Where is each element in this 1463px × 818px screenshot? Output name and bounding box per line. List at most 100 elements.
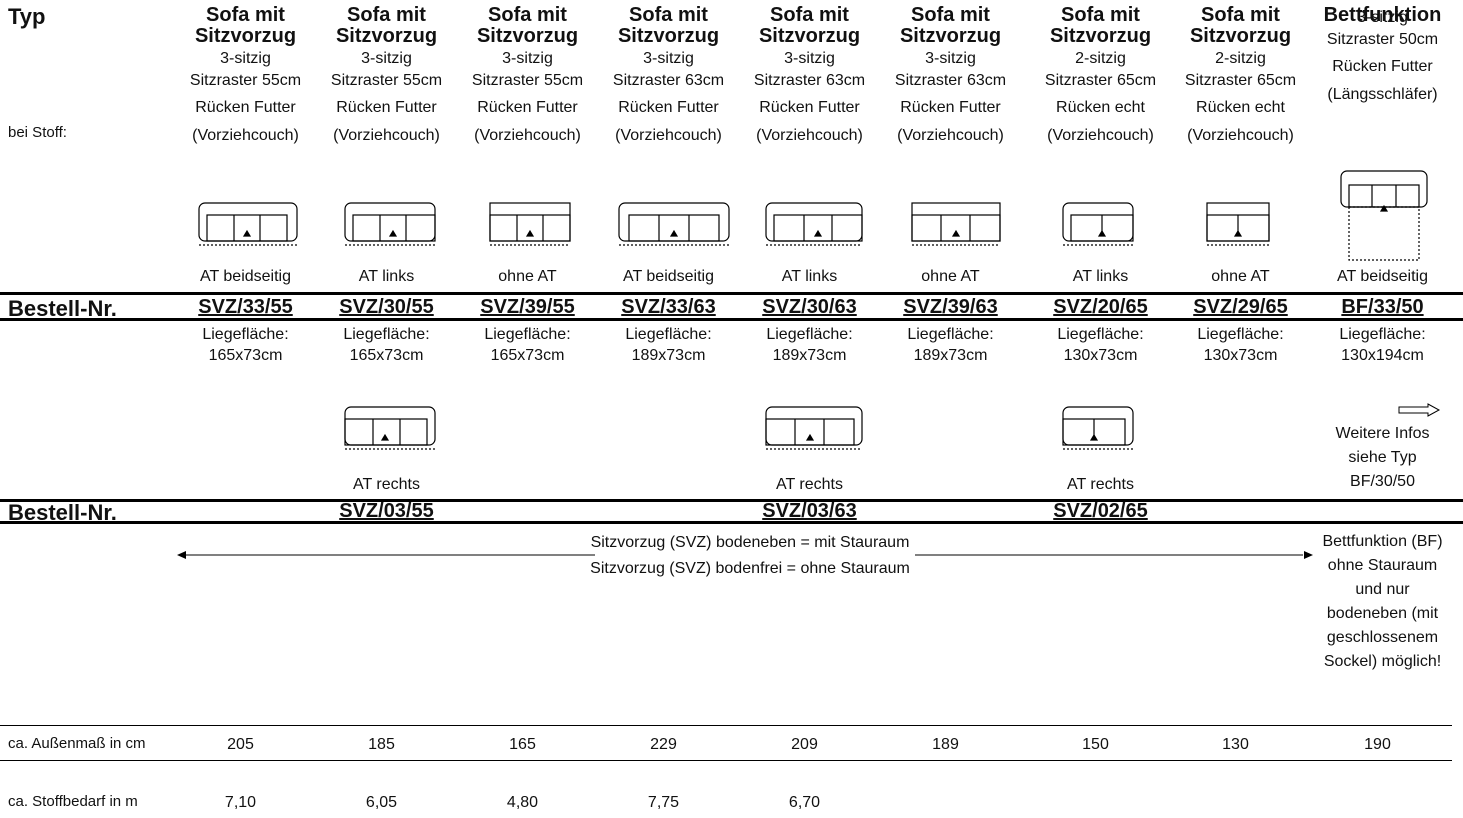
couch-type: (Längsschläfer) (1327, 85, 1438, 103)
type-title-line2: Sitzvorzug (476, 25, 579, 47)
seat-count: 3-sitzig (925, 50, 976, 67)
seat-grid: Sitzraster 55cm (471, 71, 584, 89)
order-number: SVZ/39/55 (480, 296, 575, 318)
back-type: Rücken Futter (618, 99, 719, 117)
armrest-label: ohne AT (498, 268, 557, 285)
svz-note-line2: Sitzvorzug (SVZ) bodenfrei = ohne Staura… (590, 560, 910, 577)
seat-count: 3-sitzig (220, 50, 271, 67)
sofa-diagrams-row2 (344, 406, 1134, 450)
type-title-line2: Sitzvorzug (335, 25, 438, 47)
armrest-label: AT links (358, 268, 415, 285)
seat-grid: Sitzraster 50cm (1326, 30, 1439, 48)
armrest-label-2: AT rechts (776, 476, 843, 493)
sofa-at-links-icon (1062, 202, 1134, 246)
type-details: 3-sitzig Sitzraster 50cm Rücken Futter (Län… (1312, 7, 1453, 105)
outer-dimension: 130 (1222, 736, 1249, 753)
couch-type: (Vorziehcouch) (756, 126, 863, 144)
seat-grid: Sitzraster 55cm (330, 71, 443, 89)
lying-area-size: 165x73cm (208, 347, 283, 364)
back-type: Rücken Futter (195, 99, 296, 117)
type-title-line2: Sitzvorzug (899, 25, 1002, 47)
order-number: SVZ/20/65 (1053, 296, 1148, 318)
armrest-label: AT beidseitig (199, 268, 291, 285)
outer-dimension: 229 (650, 736, 677, 753)
couch-type: (Vorziehcouch) (615, 126, 722, 144)
column-header: Sofa mit Sitzvorzug 3-sitzig Sitzraster 63c… (880, 5, 1021, 146)
sofa-ohne-at-icon (911, 202, 1001, 246)
seat-grid: Sitzraster 63cm (753, 71, 866, 89)
bf-note: Bettfunktion (BF) ohne Stauraum und nur … (1312, 530, 1453, 674)
bestell-nr-label-1: Bestell-Nr. (8, 296, 117, 321)
sofa-at-beidseitig-icon (618, 202, 730, 246)
couch-type: (Vorziehcouch) (474, 126, 581, 144)
type-title-line1: Sofa mit (206, 4, 285, 26)
lying-area-size: 189x73cm (631, 347, 706, 364)
type-details: 3-sitzig Sitzraster 63cm Rücken Futter (Vor… (880, 48, 1021, 146)
column-header: Sofa mit Sitzvorzug 3-sitzig Sitzraster 55c… (457, 5, 598, 146)
order-number-2: SVZ/03/55 (339, 500, 434, 522)
sofa-diagrams-row1 (198, 202, 1270, 246)
outer-dimension: 190 (1364, 736, 1391, 753)
back-type: Rücken Futter (477, 99, 578, 117)
rule-top-1 (0, 292, 1463, 295)
back-type: Rücken Futter (759, 99, 860, 117)
lying-area-label: Liegefläche: (1197, 326, 1284, 343)
lying-area: Liegefläche: 130x73cm (1170, 324, 1311, 366)
order-number: SVZ/29/65 (1193, 296, 1288, 318)
seat-grid: Sitzraster 65cm (1044, 71, 1157, 89)
lying-area: Liegefläche: 189x73cm (598, 324, 739, 366)
bf-note-line1: Bettfunktion (BF) (1322, 533, 1443, 550)
seat-count: 3-sitzig (361, 50, 412, 67)
type-title-line2: Sitzvorzug (194, 25, 297, 47)
rule-thin-2 (0, 760, 1452, 761)
outer-dimension: 150 (1082, 736, 1109, 753)
column-header: Sofa mit Sitzvorzug 2-sitzig Sitzraster 65c… (1030, 5, 1171, 146)
bf-note-line2: ohne Stauraum (1327, 557, 1438, 574)
bf-info-line2: siehe Typ (1348, 449, 1417, 466)
order-number-2: SVZ/02/65 (1053, 500, 1148, 522)
bf-info: Weitere Infos siehe Typ BF/30/50 (1312, 422, 1453, 494)
rule-top-2 (0, 499, 1463, 502)
lying-area-label: Liegefläche: (907, 326, 994, 343)
lying-area-size: 189x73cm (913, 347, 988, 364)
lying-area: Liegefläche: 165x73cm (175, 324, 316, 366)
type-details: 3-sitzig Sitzraster 63cm Rücken Futter (Vor… (598, 48, 739, 146)
type-title-line1: Sofa mit (629, 4, 708, 26)
column-header: Sofa mit Sitzvorzug 3-sitzig Sitzraster 63c… (739, 5, 880, 146)
type-title-line1: Sofa mit (1201, 4, 1280, 26)
fabric-requirement: 7,10 (224, 794, 257, 811)
arrow-right-icon (1398, 403, 1441, 417)
order-number: SVZ/33/63 (621, 296, 716, 318)
type-title-line1: Bettfunktion (1323, 4, 1442, 26)
lying-area-label: Liegefläche: (484, 326, 571, 343)
type-title-line1: Sofa mit (911, 4, 990, 26)
couch-type: (Vorziehcouch) (1047, 126, 1154, 144)
armrest-label: AT links (1072, 268, 1129, 285)
sofa-at-rechts-icon (765, 406, 863, 450)
lying-area: Liegefläche: 130x194cm (1312, 324, 1453, 366)
bed-function-icon (1340, 170, 1428, 261)
type-title-line2: Sitzvorzug (617, 25, 720, 47)
seat-grid: Sitzraster 63cm (612, 71, 725, 89)
outer-dimension: 209 (791, 736, 818, 753)
order-number: SVZ/30/55 (339, 296, 434, 318)
back-type: Rücken echt (1196, 99, 1285, 117)
couch-type: (Vorziehcouch) (1187, 126, 1294, 144)
lying-area-size: 189x73cm (772, 347, 847, 364)
order-number-2: SVZ/03/63 (762, 500, 857, 522)
sofa-at-rechts-icon (344, 406, 436, 450)
armrest-label: ohne AT (921, 268, 980, 285)
svz-note: Sitzvorzug (SVZ) bodeneben = mit Staurau… (500, 530, 1000, 582)
type-details: 3-sitzig Sitzraster 55cm Rücken Futter (Vor… (457, 48, 598, 146)
outer-dimension: 185 (368, 736, 395, 753)
column-header: Sofa mit Sitzvorzug 2-sitzig Sitzraster 65c… (1170, 5, 1311, 146)
aussenmass-label: ca. Außenmaß in cm (8, 735, 146, 752)
sofa-at-rechts-icon (1062, 406, 1134, 450)
couch-type: (Vorziehcouch) (333, 126, 440, 144)
back-type: Rücken Futter (336, 99, 437, 117)
fabric-requirement: 6,70 (788, 794, 821, 811)
lying-area: Liegefläche: 165x73cm (316, 324, 457, 366)
order-number: SVZ/39/63 (903, 296, 998, 318)
seat-count: 2-sitzig (1215, 50, 1266, 67)
seat-grid: Sitzraster 65cm (1184, 71, 1297, 89)
